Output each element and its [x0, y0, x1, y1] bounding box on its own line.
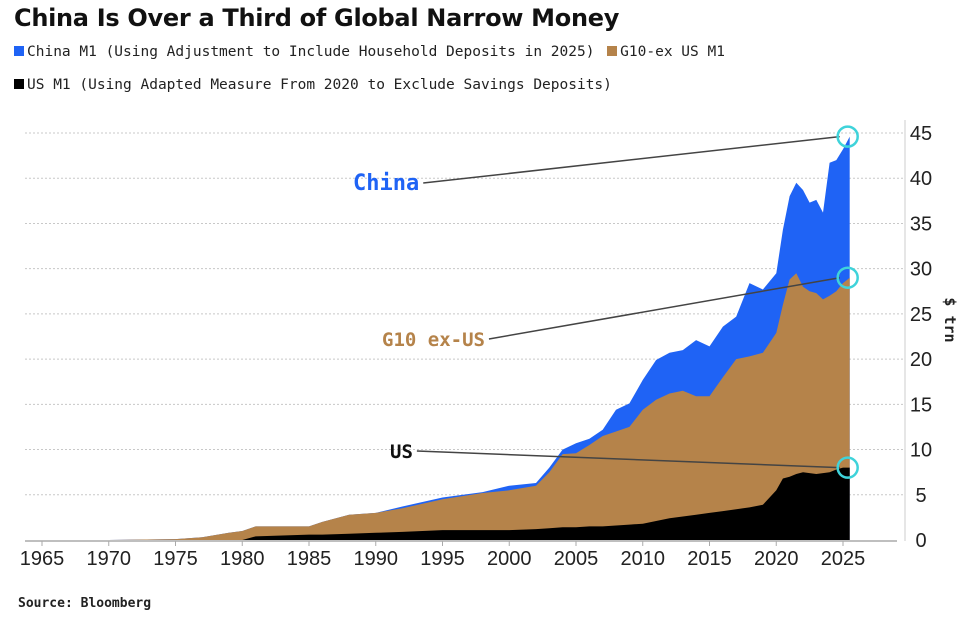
highlight-circle: [836, 266, 859, 289]
x-tick-label: 2010: [621, 548, 666, 570]
y-tick-label: 20: [910, 349, 932, 371]
x-tick-label: 1985: [287, 548, 332, 570]
chart-title: China Is Over a Third of Global Narrow M…: [14, 4, 620, 32]
y-tick-label: 10: [910, 440, 932, 462]
y-tick-label: 0: [915, 530, 926, 552]
legend-swatch-us: [14, 79, 24, 89]
annotation-leader-line: [488, 276, 840, 340]
annotation-label-china: China: [353, 171, 419, 196]
legend-item-g10: G10-ex US M1: [607, 44, 725, 60]
legend-row-1: China M1 (Using Adjustment to Include Ho…: [14, 44, 725, 60]
highlight-circle: [836, 456, 859, 479]
legend-swatch-g10: [607, 46, 618, 56]
x-tick-label: 2015: [687, 548, 732, 570]
annotation-leader-line: [416, 450, 840, 469]
annotation-label-us: US: [390, 441, 413, 463]
annotation-leader-line: [423, 135, 840, 184]
y-tick-label: 25: [910, 304, 932, 326]
y-tick-label: 15: [910, 394, 932, 416]
x-tick-label: 1975: [153, 548, 198, 570]
x-tick-label: 1990: [354, 548, 399, 570]
y-tick-label: 5: [915, 485, 926, 507]
y-axis-label: $ trn: [941, 297, 959, 342]
legend-label-china: China M1 (Using Adjustment to Include Ho…: [27, 44, 595, 60]
y-tick-label: 30: [910, 259, 932, 281]
x-tick-label: 1970: [87, 548, 132, 570]
x-tick-label: 2020: [754, 548, 799, 570]
area-us: [42, 467, 850, 540]
area-g10-ex-us: [42, 273, 850, 540]
x-tick-label: 2000: [487, 548, 532, 570]
legend-row-2: US M1 (Using Adapted Measure From 2020 t…: [14, 77, 612, 93]
y-tick-label: 35: [910, 213, 932, 235]
y-tick-label: 40: [910, 168, 932, 190]
x-tick-label: 1965: [20, 548, 65, 570]
legend-label-g10: G10-ex US M1: [620, 44, 725, 60]
legend-item-china: China M1 (Using Adjustment to Include Ho…: [14, 44, 594, 60]
x-tick-label: 1995: [420, 548, 465, 570]
legend-label-us: US M1 (Using Adapted Measure From 2020 t…: [27, 77, 612, 93]
y-tick-label: 45: [910, 123, 932, 145]
highlight-circle: [836, 125, 859, 148]
legend-swatch-china: [14, 46, 24, 56]
x-tick-label: 2025: [821, 548, 866, 570]
source-note: Source: Bloomberg: [18, 596, 152, 611]
x-tick-label: 1980: [220, 548, 265, 570]
x-tick-label: 2005: [554, 548, 599, 570]
annotation-label-g10-ex-us: G10 ex-US: [382, 329, 485, 351]
